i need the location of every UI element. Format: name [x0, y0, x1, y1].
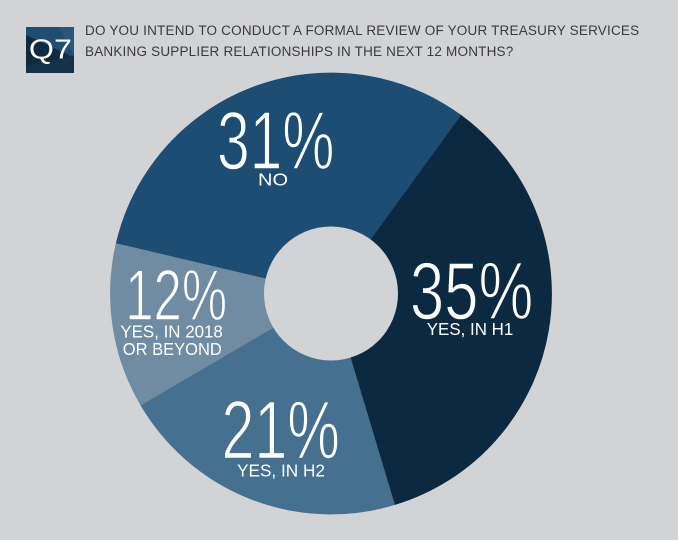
svg-text:NO: NO — [258, 170, 288, 190]
svg-text:35%: 35% — [410, 246, 534, 337]
svg-text:YES, IN H2: YES, IN H2 — [237, 460, 325, 480]
svg-text:YES, IN 2018: YES, IN 2018 — [120, 321, 223, 341]
svg-text:12%: 12% — [125, 255, 227, 336]
svg-text:Q7: Q7 — [29, 33, 72, 64]
svg-text:21%: 21% — [221, 385, 340, 477]
svg-text:OR BEYOND: OR BEYOND — [123, 339, 222, 359]
svg-text:31%: 31% — [217, 94, 335, 187]
svg-text:YES, IN H1: YES, IN H1 — [427, 319, 514, 339]
